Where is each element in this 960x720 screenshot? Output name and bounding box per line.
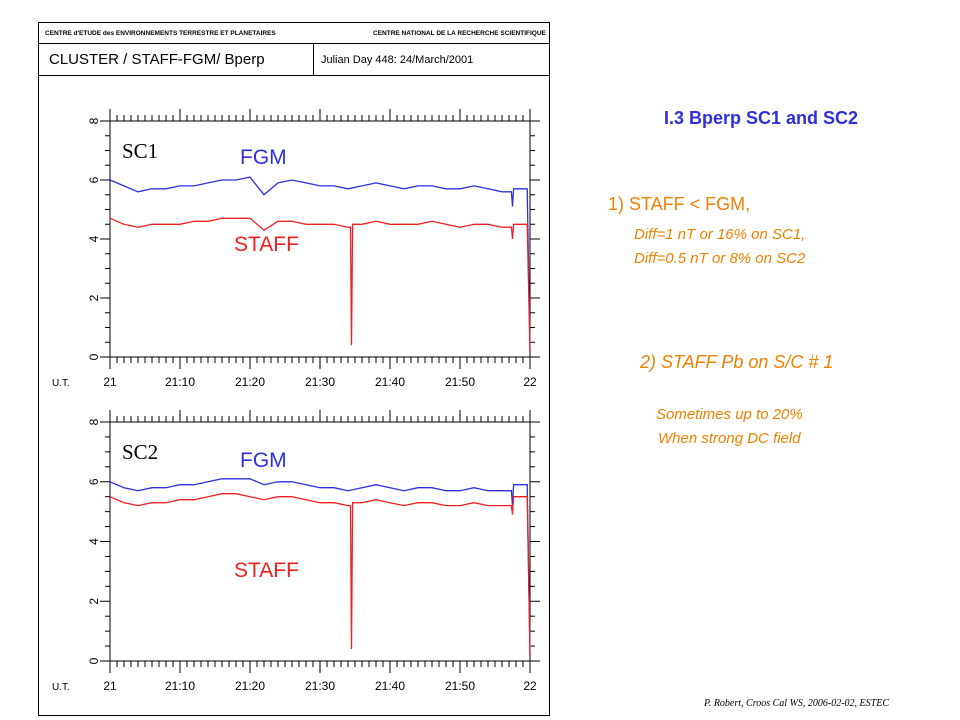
section-title: I.3 Bperp SC1 and SC2 — [664, 108, 859, 128]
point-2: 2) STAFF Pb on S/C # 1 — [640, 352, 834, 372]
panel-sc1-y-tick-label: 6 — [87, 176, 101, 183]
panel-sc1-label: SC1 — [122, 139, 158, 163]
panel-sc1-fgm-line — [109, 176, 531, 352]
panel-sc1-x-tick-label: 21:30 — [305, 375, 335, 389]
chart-area: 0 2 4 6 8 21 21:10 21:20 21:30 21:40 21:50 22 U.T. SC… — [52, 109, 540, 693]
panel-sc1-y-tick-label: 8 — [87, 117, 101, 124]
date-label: Julian Day 448: 24/March/2001 — [321, 54, 474, 66]
panel-sc1-y-tick-label: 2 — [87, 294, 101, 301]
panel-sc2-x-axis-label: U.T. — [52, 682, 70, 693]
panel-sc2-y-tick-label: 2 — [87, 598, 101, 605]
panel-sc2-x-tick-label: 21:40 — [375, 679, 405, 693]
panel-sc1-x-tick-label: 21:10 — [165, 375, 195, 389]
panel-sc2-y-tick-label: 0 — [87, 657, 101, 664]
panel-sc2-x-tick-label: 21:10 — [165, 679, 195, 693]
panel-sc1-plot-frame — [109, 120, 531, 358]
point-1: 1) STAFF < FGM, — [608, 194, 751, 214]
point-1-line-2: Diff=0.5 nT or 8% on SC2 — [634, 250, 806, 267]
panel-sc2-fgm-label: FGM — [240, 449, 287, 472]
panel-sc2-y-tick-label: 8 — [87, 418, 101, 425]
panel-sc2-x-tick-label: 21:50 — [445, 679, 475, 693]
panel-sc2-plot-frame — [109, 421, 531, 662]
panel-sc1-x-tick-label: 21:50 — [445, 375, 475, 389]
panel-sc1-y-tick-label: 4 — [87, 235, 101, 242]
panel-sc1-y-tick-label: 0 — [87, 353, 101, 360]
panel-sc2-label: SC2 — [122, 440, 158, 464]
panel-sc2-staff-line — [109, 493, 531, 656]
header-left-org: CENTRE d'ETUDE des ENVIRONNEMENTS TERRES… — [45, 30, 276, 37]
point-1-line-1: Diff=1 nT or 16% on SC1, — [634, 226, 806, 243]
panel-sc1-fgm-label: FGM — [240, 146, 287, 169]
panel-sc1-staff-label: STAFF — [234, 233, 299, 256]
panel-sc2-x-tick-label: 21:20 — [235, 679, 265, 693]
panel-sc1-staff-line — [109, 217, 531, 352]
panel-sc1-x-axis-label: U.T. — [52, 378, 70, 389]
point-2-line-1: Sometimes up to 20% — [656, 406, 803, 423]
header-titles: CLUSTER / STAFF-FGM/ Bperp Julian Day 44… — [38, 43, 550, 76]
panel-sc1-x-tick-label: 21:40 — [375, 375, 405, 389]
panel-sc2-fgm-line — [109, 478, 531, 656]
credit-line: P. Robert, Croos Cal WS, 2006-02-02, EST… — [704, 698, 890, 709]
header-organizations: CENTRE d'ETUDE des ENVIRONNEMENTS TERRES… — [38, 22, 550, 44]
panel-sc1-x-tick-label: 22 — [523, 375, 537, 389]
panel-sc1-x-tick-label: 21:20 — [235, 375, 265, 389]
panel-sc1-x-tick-label: 21 — [103, 375, 117, 389]
plot-title: CLUSTER / STAFF-FGM/ Bperp — [49, 51, 265, 68]
panel-sc2-x-tick-label: 21:30 — [305, 679, 335, 693]
header-divider — [313, 44, 314, 75]
panel-sc2-staff-label: STAFF — [234, 559, 299, 582]
panel-sc2-x-tick-label: 22 — [523, 679, 537, 693]
panel-sc2-x-tick-label: 21 — [103, 679, 117, 693]
header-right-org: CENTRE NATIONAL DE LA RECHERCHE SCIENTIF… — [373, 30, 546, 37]
panel-sc2-y-tick-label: 6 — [87, 478, 101, 485]
point-2-line-2: When strong DC field — [658, 430, 801, 447]
panel-sc2-y-tick-label: 4 — [87, 538, 101, 545]
